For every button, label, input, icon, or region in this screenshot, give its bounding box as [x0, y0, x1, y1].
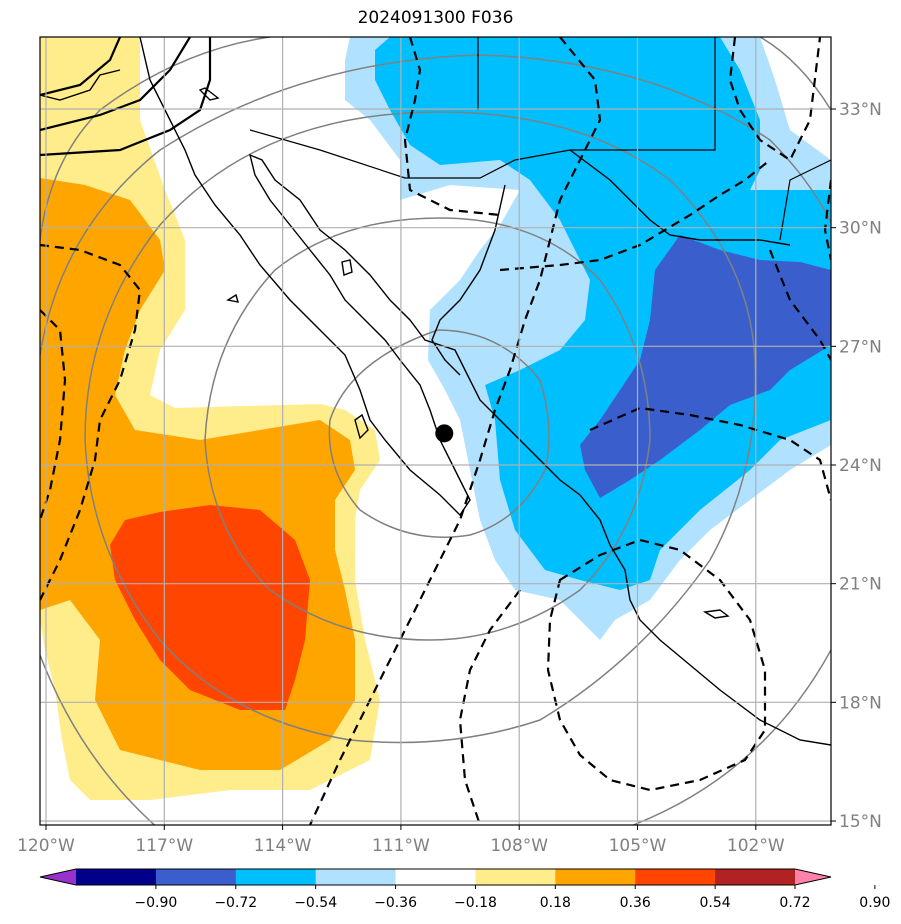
colorbar-segment: [315, 869, 397, 885]
colorbar-label: −0.18: [454, 895, 497, 911]
gridlines: [40, 37, 831, 825]
lon-label: 111°W: [372, 836, 430, 856]
dashed-contours: [40, 37, 831, 825]
lat-label: 27°N: [839, 337, 882, 357]
colorbar-segment: [555, 869, 636, 885]
lon-label: 108°W: [490, 836, 548, 856]
fill-red-west: [110, 505, 310, 710]
colorbar-label: 0.72: [779, 895, 810, 911]
colorbar-label: 0.90: [859, 895, 890, 911]
fill-blue-east: [375, 37, 831, 590]
colorbar: [39, 868, 876, 889]
lat-label: 33°N: [839, 100, 882, 120]
lat-label: 24°N: [839, 456, 882, 476]
longitude-labels: 120°W 117°W 114°W 111°W 108°W 105°W 102°W: [17, 836, 785, 856]
colorbar-segment: [155, 869, 237, 885]
plot-frame: [39, 36, 832, 826]
colorbar-label: −0.36: [374, 895, 417, 911]
colorbar-segment: [76, 869, 157, 885]
range-rings: [40, 37, 831, 825]
location-marker: [435, 424, 454, 443]
borders: [249, 37, 831, 241]
colorbar-label: 0.18: [540, 895, 571, 911]
colorbar-label: −0.90: [134, 895, 177, 911]
colorbar-segment: [235, 869, 317, 885]
colorbar-segment: [395, 869, 476, 885]
lat-label: 15°N: [839, 812, 882, 832]
colorbar-segment: [475, 869, 556, 885]
latitude-labels: 33°N 30°N 27°N 24°N 21°N 18°N 15°N: [839, 100, 882, 832]
colorbar-arrow-high: [795, 869, 831, 885]
axis-ticks: [45, 108, 836, 830]
fill-darkblue-east: [580, 235, 831, 498]
lat-label: 30°N: [839, 219, 882, 239]
lon-label: 120°W: [17, 836, 75, 856]
lon-label: 117°W: [135, 836, 193, 856]
lat-label: 21°N: [839, 575, 882, 595]
lon-label: 105°W: [609, 836, 667, 856]
map-plot-area: [40, 37, 831, 825]
colorbar-label: −0.72: [214, 895, 257, 911]
colorbar-label: 0.54: [700, 895, 731, 911]
lon-label: 114°W: [254, 836, 312, 856]
solid-contours: [40, 37, 212, 157]
colorbar-label: −0.54: [294, 895, 337, 911]
colorbar-label: 0.36: [620, 895, 651, 911]
colorbar-segment: [635, 869, 716, 885]
colorbar-arrow-low: [40, 869, 76, 885]
map-title: 2024091300 F036: [357, 8, 514, 28]
colorbar-outline: [39, 868, 832, 886]
colorbar-labels: −0.90 −0.72 −0.54 −0.36 −0.18 0.18 0.36 0.54 0.7…: [134, 895, 890, 911]
colorbar-segment: [715, 869, 796, 885]
lat-label: 18°N: [839, 693, 882, 713]
lon-label: 102°W: [727, 836, 785, 856]
